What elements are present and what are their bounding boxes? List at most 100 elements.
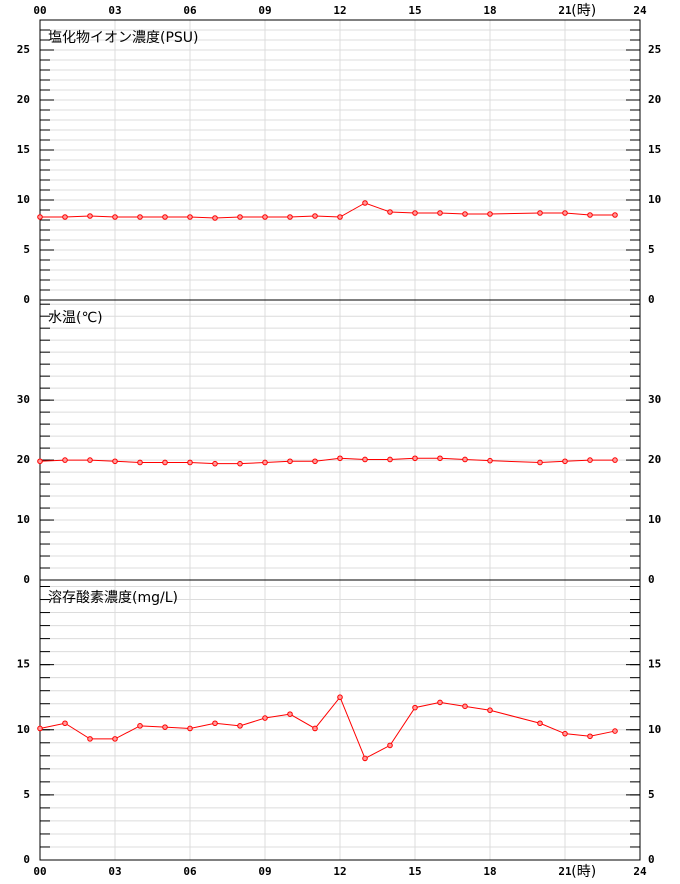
data-point [437,699,443,706]
panel-title: 水温(℃) [48,310,103,326]
panel-border [39,579,641,861]
data-point [112,736,118,742]
data-point [187,725,193,732]
data-point [362,755,368,762]
y-tick-label: 10 [17,513,30,526]
data-point [537,210,543,216]
data-point [312,213,318,219]
x-unit-label: (時) [571,864,596,880]
data-point [212,215,218,221]
data-point [487,211,493,217]
data-point [262,459,268,466]
data-point [587,733,593,740]
x-tick-label: 06 [183,865,197,878]
data-point [312,725,318,732]
x-tick-label-top: 18 [483,4,496,17]
x-tick-label-top: 24 [633,4,647,17]
x-tick-label-top: 21 [558,4,572,17]
data-point [237,723,243,729]
y-tick-label: 20 [17,453,30,466]
data-point [412,704,418,711]
x-tick-label: 03 [108,865,121,878]
panel-title: 塩化物イオン濃度(PSU) [48,30,199,46]
data-point [212,720,218,727]
data-point [287,711,293,717]
data-point [187,214,193,220]
x-tick-label: 09 [258,865,271,878]
data-point [537,720,543,727]
y-tick-label-right: 25 [648,43,661,56]
data-point [62,720,68,727]
data-point [262,214,268,220]
y-tick-label-right: 15 [648,658,661,671]
data-point [237,214,243,220]
y-tick-label: 0 [23,293,30,306]
y-tick-label-right: 0 [648,293,655,306]
data-point [287,214,293,220]
data-point [137,214,143,220]
data-point [487,707,493,714]
x-tick-label: 15 [408,865,421,878]
data-point [37,214,43,220]
data-point [87,213,93,219]
y-tick-label-right: 20 [648,93,661,106]
x-tick-label: 21 [558,865,572,878]
data-point [562,210,568,216]
x-tick-label: 24 [633,865,647,878]
data-point [62,214,68,220]
y-tick-label: 25 [17,43,30,56]
y-tick-label-right: 30 [648,393,661,406]
data-point [387,742,393,749]
data-point [537,459,543,466]
data-point [137,723,143,729]
data-point [412,455,418,462]
data-point [462,703,468,710]
y-tick-label-right: 10 [648,723,661,736]
y-tick-label-right: 5 [648,788,655,801]
data-point [362,456,368,463]
data-point [587,457,593,463]
data-point [312,458,318,465]
data-point [137,459,143,466]
x-tick-label-top: 15 [408,4,421,17]
y-tick-label-right: 10 [648,513,661,526]
x-tick-label-top: 00 [33,4,46,17]
x-tick-label-top: 06 [183,4,197,17]
y-tick-label: 0 [23,853,30,866]
data-point [612,457,618,463]
y-tick-label: 5 [23,788,30,801]
x-tick-label: 18 [483,865,496,878]
panel-title: 溶存酸素濃度(mg/L) [48,590,178,606]
y-tick-label-right: 0 [648,573,655,586]
data-point [37,725,43,732]
y-tick-label: 15 [17,658,30,671]
y-tick-label: 10 [17,193,30,206]
x-tick-label: 00 [33,865,46,878]
data-point [487,457,493,464]
data-point [337,694,343,701]
data-point [87,457,93,463]
data-point [187,459,193,466]
data-point [562,458,568,465]
data-point [87,736,93,742]
x-tick-label-top: 12 [333,4,346,17]
data-point [612,212,618,218]
data-point [62,457,68,463]
data-point [262,715,268,721]
data-point [112,214,118,220]
data-point [387,209,393,215]
data-point [387,456,393,463]
y-tick-label-right: 20 [648,453,661,466]
data-point [587,212,593,218]
data-point [112,458,118,465]
data-point [462,456,468,463]
data-point [237,460,243,467]
data-point [287,458,293,465]
data-point [337,214,343,220]
y-tick-label: 10 [17,723,30,736]
data-point [162,214,168,220]
data-point [562,730,568,737]
y-tick-label: 0 [23,573,30,586]
y-tick-label-right: 15 [648,143,661,156]
